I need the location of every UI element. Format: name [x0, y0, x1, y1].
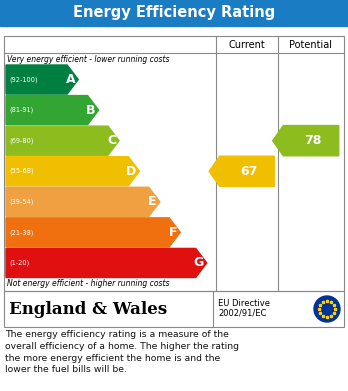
Text: 2002/91/EC: 2002/91/EC [218, 308, 266, 317]
Text: 67: 67 [240, 165, 258, 178]
Text: (39-54): (39-54) [9, 199, 33, 205]
Text: (92-100): (92-100) [9, 76, 38, 83]
Text: (21-38): (21-38) [9, 229, 33, 236]
Polygon shape [209, 156, 274, 187]
Text: (81-91): (81-91) [9, 107, 33, 113]
Text: Very energy efficient - lower running costs: Very energy efficient - lower running co… [7, 56, 169, 65]
Polygon shape [6, 65, 78, 94]
Polygon shape [6, 248, 207, 278]
Polygon shape [6, 126, 119, 155]
Text: D: D [126, 165, 136, 178]
Circle shape [314, 296, 340, 322]
Bar [0, 0, 348, 26]
Text: EU Directive: EU Directive [218, 300, 270, 308]
Bar [4, 36, 344, 291]
Text: 78: 78 [304, 134, 322, 147]
Text: Current: Current [229, 39, 266, 50]
Text: F: F [169, 226, 177, 239]
Polygon shape [6, 187, 160, 216]
Text: G: G [193, 256, 204, 269]
Polygon shape [6, 218, 180, 247]
Text: Potential: Potential [290, 39, 332, 50]
Polygon shape [6, 157, 140, 186]
Polygon shape [273, 126, 339, 156]
Text: The energy efficiency rating is a measure of the
overall efficiency of a home. T: The energy efficiency rating is a measur… [5, 330, 239, 375]
Text: E: E [148, 196, 157, 208]
Text: Not energy efficient - higher running costs: Not energy efficient - higher running co… [7, 280, 169, 289]
Bar [4, 291, 344, 327]
Text: A: A [66, 73, 75, 86]
Text: C: C [107, 134, 116, 147]
Text: B: B [86, 104, 96, 117]
Polygon shape [6, 95, 98, 125]
Text: (69-80): (69-80) [9, 137, 33, 144]
Text: (55-68): (55-68) [9, 168, 34, 174]
Text: (1-20): (1-20) [9, 260, 29, 266]
Text: Energy Efficiency Rating: Energy Efficiency Rating [73, 5, 275, 20]
Text: England & Wales: England & Wales [9, 301, 167, 317]
